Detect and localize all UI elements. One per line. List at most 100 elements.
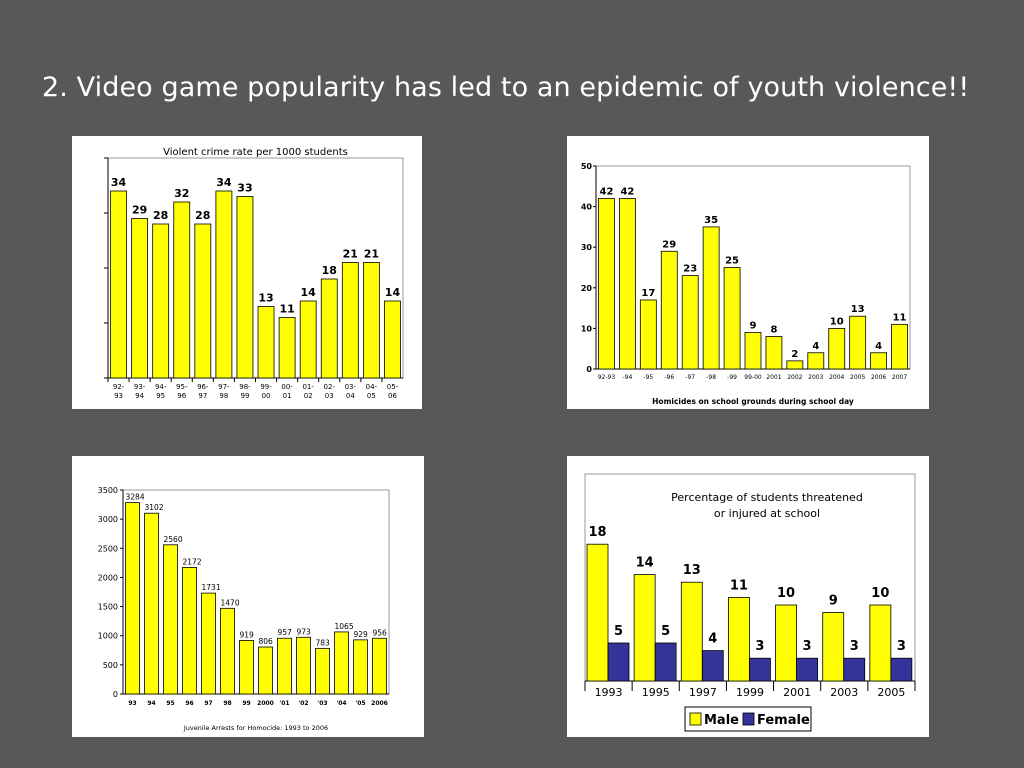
data-label: 973 <box>297 627 312 636</box>
chart-school-homicides: 010203040504292-9342-9417-9529-9623-9735… <box>581 162 911 406</box>
bar <box>144 512 159 695</box>
x-tick-label: 2003 <box>808 374 823 381</box>
chart-title-line: or injured at school <box>714 507 820 520</box>
y-tick-label: 2000 <box>98 573 118 582</box>
x-tick-label: 99 <box>242 700 250 707</box>
bar-male <box>728 596 750 682</box>
bar <box>152 223 170 379</box>
chart-juvenile-arrests: 0 500 1000 1500 2000 2500 3000 3500 3284 93 3102 94… <box>98 486 390 732</box>
x-tick-label: 01-02 <box>302 383 314 400</box>
bar-female <box>607 642 630 682</box>
bar <box>194 223 212 379</box>
data-label: 2560 <box>164 535 183 544</box>
x-tick-label: 2000 <box>257 700 274 707</box>
bar-female <box>796 657 818 682</box>
x-tick-label: 94-95 <box>155 383 167 400</box>
bar <box>296 636 311 695</box>
chart-panel-threatened-injured: Percentage of students threatened or inju… <box>567 456 929 737</box>
bar <box>320 278 338 379</box>
x-tick-label: '05 <box>355 700 365 707</box>
bar <box>619 198 636 370</box>
bar <box>239 640 254 695</box>
data-label: 1731 <box>202 583 221 592</box>
x-tick-label: 92-93 <box>113 383 125 400</box>
data-label: 17 <box>641 288 655 299</box>
y-tick-label: 3500 <box>98 486 118 495</box>
data-label: 34 <box>216 176 232 189</box>
bar <box>201 592 216 695</box>
bar <box>870 352 888 370</box>
data-label-male: 10 <box>871 586 889 601</box>
y-tick-label: 0 <box>113 690 118 699</box>
bar <box>334 631 349 695</box>
x-tick-label: 99-00 <box>260 383 272 400</box>
chart-title: Homicides on school grounds during schoo… <box>652 397 854 406</box>
x-tick-label: 95 <box>166 700 174 707</box>
slide-title: 2. Video game popularity has led to an e… <box>42 72 970 103</box>
data-label: 8 <box>770 325 777 336</box>
legend-swatch-female <box>742 712 755 726</box>
data-label: 4 <box>875 341 882 352</box>
x-tick-label: -98 <box>706 374 716 381</box>
data-label: 21 <box>364 248 379 261</box>
bar-male <box>822 612 845 682</box>
bar <box>891 323 908 370</box>
x-tick-label: 2007 <box>892 374 907 381</box>
data-label: 806 <box>259 637 274 646</box>
x-tick-label: 1993 <box>595 686 623 699</box>
x-tick-label: -99 <box>727 374 737 381</box>
y-tick-label: 1000 <box>98 632 118 641</box>
x-tick-label: 97 <box>204 700 212 707</box>
bar <box>110 190 127 379</box>
bar <box>315 647 330 695</box>
data-label: 25 <box>725 256 739 267</box>
x-tick-label: 2006 <box>371 700 388 707</box>
data-label: 32 <box>174 187 189 200</box>
data-label: 3284 <box>126 493 145 502</box>
bar <box>220 607 235 695</box>
bar <box>173 201 191 379</box>
x-tick-label: 2001 <box>766 374 781 381</box>
chart-panel-juvenile-arrests: 0 500 1000 1500 2000 2500 3000 3500 3284 93 3102 94… <box>72 456 424 737</box>
bar <box>723 267 741 370</box>
data-label-female: 3 <box>897 639 906 654</box>
bar <box>278 317 296 379</box>
data-label-female: 3 <box>803 639 812 654</box>
bar-male <box>869 604 892 682</box>
data-label: 11 <box>279 303 294 316</box>
bar-male <box>633 574 656 682</box>
data-label-male: 9 <box>829 594 838 609</box>
y-tick-label: 10 <box>581 324 593 333</box>
data-label: 28 <box>153 209 168 222</box>
bar <box>828 327 846 370</box>
x-tick-label: 02-03 <box>324 383 336 400</box>
x-tick-label: 93 <box>128 700 136 707</box>
y-tick-label: 20 <box>581 284 593 293</box>
chart-title: Juvenile Arrests for Homocide: 1993 to 2… <box>183 724 328 732</box>
bar-female <box>654 642 677 682</box>
chart-title-line: Percentage of students threatened <box>671 491 863 504</box>
legend-label-male: Male <box>704 713 739 728</box>
data-label: 3102 <box>145 503 164 512</box>
x-tick-label: '04 <box>336 700 346 707</box>
x-tick-label: -95 <box>643 374 653 381</box>
data-label: 42 <box>620 186 634 197</box>
bar-male <box>775 604 797 682</box>
data-label: 14 <box>385 286 401 299</box>
bar <box>849 315 867 370</box>
chart-threatened-injured: Percentage of students threatened or inju… <box>584 473 916 732</box>
bar <box>639 299 657 370</box>
x-tick-label: 00-01 <box>281 383 293 400</box>
data-label: 13 <box>258 292 273 305</box>
data-label-female: 3 <box>755 639 764 654</box>
x-tick-label: 2001 <box>783 686 811 699</box>
data-label-male: 14 <box>636 556 654 571</box>
bar <box>299 300 317 379</box>
x-tick-label: '01 <box>279 700 289 707</box>
data-label-female: 3 <box>850 639 859 654</box>
x-tick-label: 1995 <box>642 686 670 699</box>
bar <box>341 262 359 379</box>
chart-panel-crime-rate: Violent crime rate per 1000 students 34 92… <box>72 136 422 409</box>
x-tick-label: 2003 <box>830 686 858 699</box>
y-tick-label: 40 <box>581 203 593 212</box>
